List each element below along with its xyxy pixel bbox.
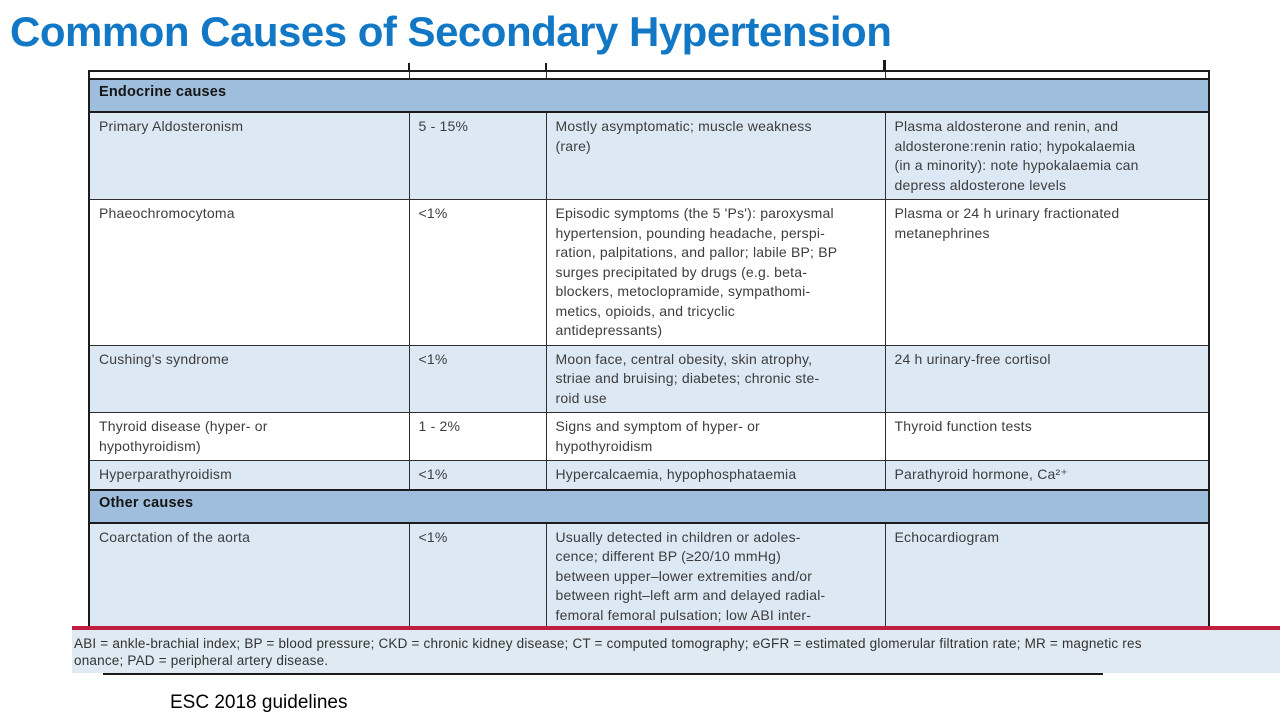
footnote-line-2: onance; PAD = peripheral artery disease. bbox=[74, 652, 329, 668]
table-row: Phaeochromocytoma <1% Episodic symptoms … bbox=[88, 199, 1210, 346]
table-top-tick bbox=[883, 60, 886, 71]
bottom-rule bbox=[103, 673, 1103, 675]
cell-features: Episodic symptoms (the 5 'Ps'): paroxysm… bbox=[545, 199, 886, 346]
table-row: Cushing's syndrome <1% Moon face, centra… bbox=[88, 344, 1210, 413]
section-header-other: Other causes bbox=[88, 488, 1210, 524]
cell-prevalence: 1 - 2% bbox=[408, 412, 547, 461]
section-header-label: Other causes bbox=[88, 488, 1210, 524]
section-header-label: Endocrine causes bbox=[88, 78, 1210, 113]
cell-cause: Thyroid disease (hyper- or hypothyroidis… bbox=[88, 412, 410, 461]
table-row: Thyroid disease (hyper- or hypothyroidis… bbox=[88, 412, 1210, 461]
cell-prevalence: 5 - 15% bbox=[408, 111, 547, 200]
section-header-endocrine: Endocrine causes bbox=[88, 78, 1210, 113]
cell-tests: Plasma aldosterone and renin, and aldost… bbox=[884, 111, 1210, 200]
cell-prevalence: <1% bbox=[408, 460, 547, 490]
cell-tests: Thyroid function tests bbox=[884, 412, 1210, 461]
cell-prevalence: <1% bbox=[408, 199, 547, 346]
cell-cause: Primary Aldosteronism bbox=[88, 111, 410, 200]
cell-cause: Cushing's syndrome bbox=[88, 344, 410, 413]
red-divider-rule bbox=[72, 626, 1280, 630]
table-row-cropped bbox=[88, 70, 1210, 80]
cell-features: Mostly asymptomatic; muscle weakness (ra… bbox=[545, 111, 886, 200]
cell-features: Hypercalcaemia, hypophosphataemia bbox=[545, 460, 886, 490]
cell-tests: Plasma or 24 h urinary fractionated meta… bbox=[884, 199, 1210, 346]
cell-cause: Phaeochromocytoma bbox=[88, 199, 410, 346]
cell-cause: Hyperparathyroidism bbox=[88, 460, 410, 490]
cell-tests: 24 h urinary-free cortisol bbox=[884, 344, 1210, 413]
page-title: Common Causes of Secondary Hypertension bbox=[10, 8, 892, 55]
source-citation: ESC 2018 guidelines bbox=[170, 692, 348, 713]
cell-features: Signs and symptom of hyper- or hypothyro… bbox=[545, 412, 886, 461]
cell-tests: Parathyroid hormone, Ca²⁺ bbox=[884, 460, 1210, 490]
table-top-tick bbox=[545, 63, 547, 71]
cell-prevalence: <1% bbox=[408, 344, 547, 413]
cell-features: Moon face, central obesity, skin atrophy… bbox=[545, 344, 886, 413]
table-row: Hyperparathyroidism <1% Hypercalcaemia, … bbox=[88, 460, 1210, 490]
secondary-hypertension-table: Endocrine causes Primary Aldosteronism 5… bbox=[88, 70, 1210, 670]
footnote-line-1: ABI = ankle-brachial index; BP = blood p… bbox=[74, 636, 1142, 651]
abbreviations-footnote: ABI = ankle-brachial index; BP = blood p… bbox=[72, 630, 1280, 673]
table-row: Primary Aldosteronism 5 - 15% Mostly asy… bbox=[88, 111, 1210, 200]
table-top-tick bbox=[408, 63, 410, 71]
